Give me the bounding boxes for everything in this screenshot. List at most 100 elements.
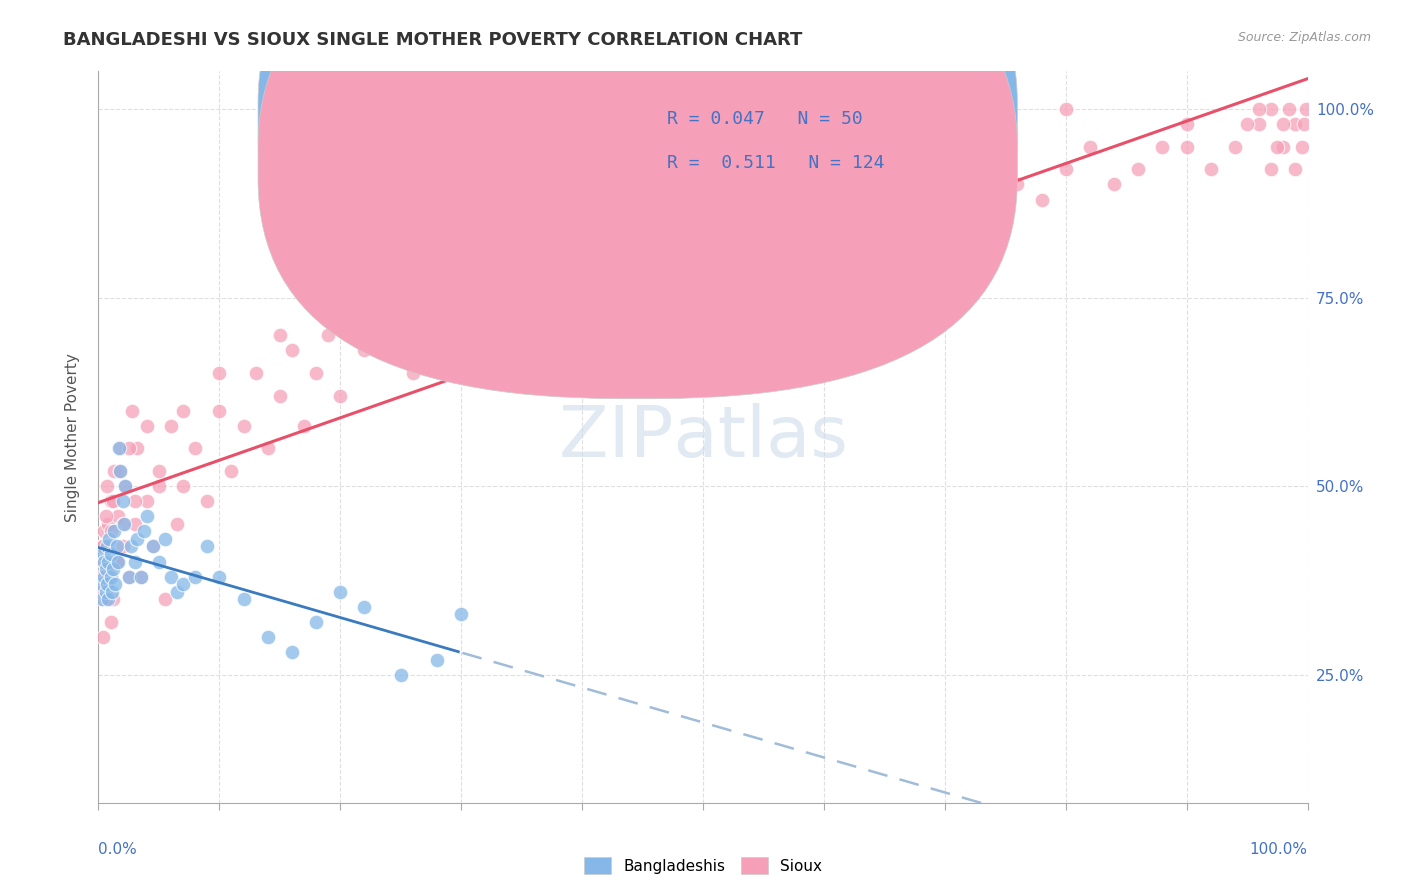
Point (245, 366, 267, 380)
Point (1078, 140, 1101, 154)
Point (107, 509, 129, 524)
Text: Source: ZipAtlas.com: Source: ZipAtlas.com (1237, 31, 1371, 45)
Point (93, 554, 115, 568)
Point (108, 464, 131, 478)
Point (100, 569, 122, 583)
Point (740, 215, 762, 229)
Point (97, 554, 120, 568)
Point (450, 607, 472, 622)
Point (172, 577, 194, 591)
Point (93, 569, 115, 583)
Point (101, 592, 124, 607)
Point (208, 403, 231, 417)
FancyBboxPatch shape (600, 90, 927, 200)
Point (94, 509, 117, 524)
Point (523, 268, 546, 282)
Point (837, 237, 859, 252)
Point (160, 418, 183, 433)
Point (90, 569, 112, 583)
Point (124, 554, 146, 568)
Point (765, 268, 787, 282)
Point (184, 442, 207, 456)
Point (166, 516, 188, 531)
Point (1054, 102, 1077, 116)
Point (135, 509, 157, 524)
Point (886, 178, 908, 192)
Point (813, 140, 835, 154)
Point (1223, 140, 1246, 154)
Point (789, 237, 811, 252)
Point (93, 554, 115, 568)
Point (97, 562, 120, 576)
Point (221, 464, 243, 478)
Point (329, 389, 352, 403)
Point (184, 569, 207, 583)
Point (474, 343, 496, 358)
Point (148, 554, 170, 568)
Point (1007, 178, 1029, 192)
Point (93, 524, 115, 539)
Point (101, 494, 124, 508)
Point (91, 630, 114, 644)
Point (256, 442, 278, 456)
Point (269, 328, 291, 343)
Point (813, 193, 835, 207)
Point (91, 592, 114, 607)
Point (100, 540, 122, 554)
Point (1284, 162, 1306, 177)
Point (153, 592, 176, 607)
Point (96, 540, 118, 554)
Point (91, 540, 114, 554)
Point (1175, 117, 1198, 131)
Point (103, 464, 125, 478)
Point (1128, 162, 1150, 177)
Point (100, 584, 122, 599)
Point (108, 442, 131, 456)
Point (172, 403, 194, 417)
Point (134, 524, 156, 539)
Text: R =  0.511   N = 124: R = 0.511 N = 124 (666, 153, 884, 172)
Point (510, 193, 533, 207)
Point (450, 291, 472, 305)
Point (129, 569, 152, 583)
Point (105, 540, 128, 554)
Point (232, 418, 254, 433)
Point (105, 554, 128, 568)
Text: R = 0.047   N = 50: R = 0.047 N = 50 (666, 110, 862, 128)
Point (353, 343, 375, 358)
Point (91, 540, 114, 554)
Point (124, 516, 146, 531)
Point (111, 516, 134, 531)
Point (104, 577, 127, 591)
Point (100, 547, 122, 561)
Point (108, 442, 131, 456)
Point (1199, 162, 1222, 177)
Point (94, 562, 117, 576)
Point (103, 524, 125, 539)
Point (329, 291, 352, 305)
Point (148, 464, 170, 478)
Point (98, 569, 121, 583)
Point (571, 178, 593, 192)
Point (595, 252, 617, 267)
Point (668, 237, 690, 252)
Point (107, 554, 129, 568)
Point (100, 615, 122, 629)
Point (389, 252, 412, 267)
Point (1175, 140, 1198, 154)
Point (1031, 193, 1053, 207)
Point (1260, 102, 1282, 116)
Point (910, 215, 932, 229)
Point (1284, 117, 1306, 131)
Point (1249, 117, 1271, 131)
Point (389, 667, 412, 681)
FancyBboxPatch shape (259, 0, 1018, 399)
Point (94, 584, 117, 599)
Point (142, 540, 165, 554)
Point (98, 532, 121, 546)
Point (94, 592, 117, 607)
Point (934, 193, 956, 207)
Point (118, 442, 141, 456)
Point (111, 494, 134, 508)
Point (90, 584, 112, 599)
